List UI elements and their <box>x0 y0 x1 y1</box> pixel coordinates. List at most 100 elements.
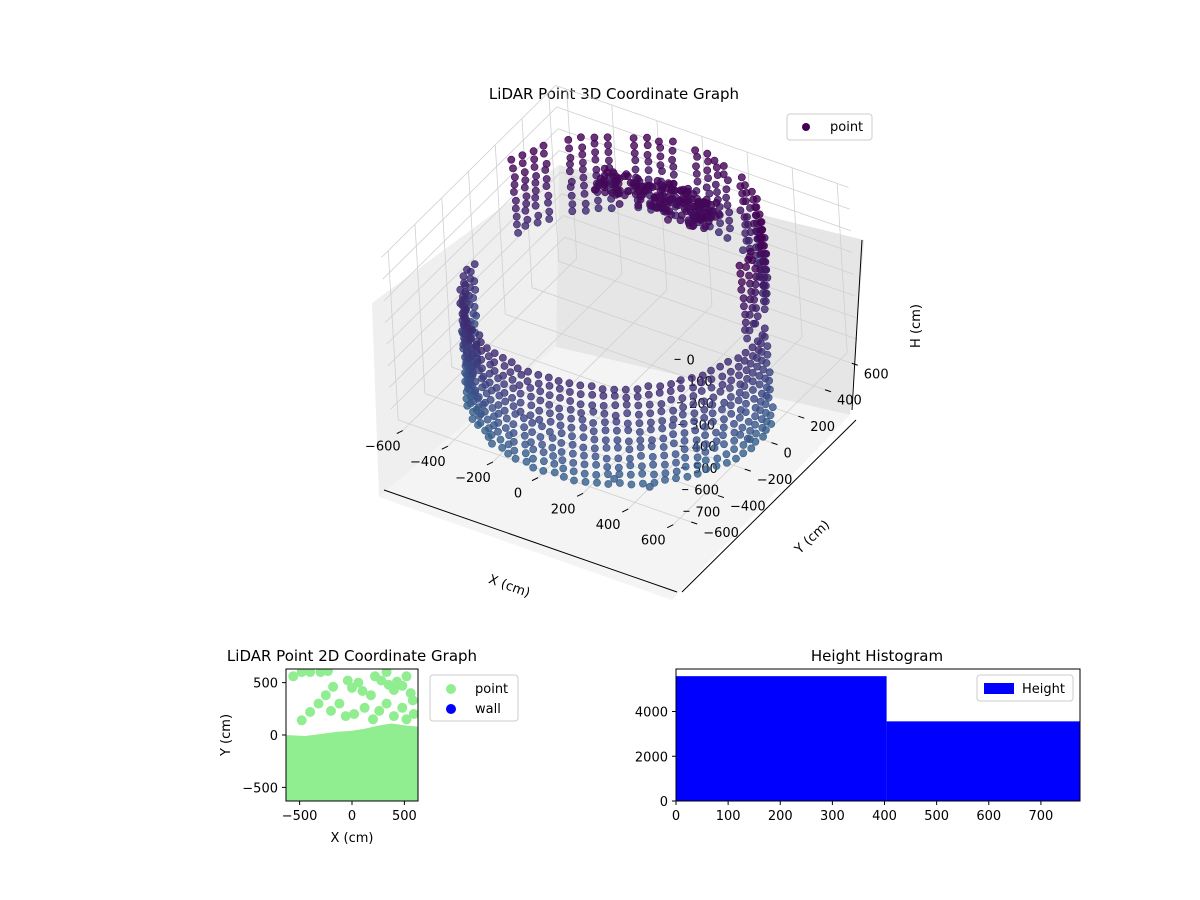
point-3d <box>602 454 611 463</box>
point-3d <box>456 299 465 308</box>
grid-line-z-left <box>385 150 560 323</box>
point-3d <box>532 172 540 180</box>
point-3d <box>510 446 519 455</box>
point-3d <box>665 207 674 216</box>
point-3d <box>692 444 701 453</box>
y-tick-3d <box>798 415 805 419</box>
point-3d <box>664 215 672 224</box>
point-3d <box>753 337 762 346</box>
ticks-2d: −500 0 500 −500 0 500 <box>242 677 417 824</box>
point-2d <box>328 681 339 692</box>
point-3d <box>727 393 735 401</box>
point-3d <box>477 355 486 364</box>
point-3d <box>693 152 701 161</box>
point-3d <box>604 148 613 156</box>
point-3d <box>667 186 676 195</box>
chart-height-histogram: Height Histogram 0 100 200 300 400 500 600 7000… <box>635 647 1081 824</box>
point-3d <box>750 394 758 403</box>
point-3d <box>678 394 687 403</box>
point-3d <box>747 444 756 453</box>
point-3d <box>482 344 491 352</box>
point-2d <box>305 669 316 678</box>
point-3d <box>468 415 477 423</box>
point-3d <box>689 190 698 198</box>
point-3d <box>513 220 521 229</box>
point-3d <box>485 378 494 387</box>
point-3d <box>496 435 505 444</box>
y-tick-3d <box>744 468 751 472</box>
point-3d <box>693 469 702 478</box>
point-3d <box>560 472 568 481</box>
point-3d <box>652 182 661 191</box>
point-3d <box>669 170 678 179</box>
point-3d <box>763 342 772 350</box>
point-3d <box>576 381 585 390</box>
point-3d <box>459 292 467 301</box>
point-3d <box>476 338 485 347</box>
x-tick-3d <box>667 524 674 529</box>
point-3d <box>739 294 748 303</box>
point-3d <box>511 204 520 213</box>
point-3d <box>747 287 756 296</box>
point-3d <box>511 173 519 182</box>
point-3d <box>726 401 735 410</box>
point-3d <box>590 435 599 444</box>
point-3d <box>661 460 669 469</box>
point-3d <box>689 400 698 408</box>
point-3d <box>735 371 743 380</box>
point-3d <box>755 210 764 219</box>
point-3d <box>469 369 477 378</box>
point-3d <box>712 428 720 437</box>
point-3d <box>520 168 529 177</box>
point-3d <box>545 400 554 409</box>
x-tick-label-3d: 0 <box>514 487 522 502</box>
point-3d <box>462 305 470 314</box>
point-3d <box>577 133 585 142</box>
point-2d <box>326 705 336 716</box>
point-3d <box>591 452 600 461</box>
point-3d <box>709 393 718 402</box>
point-3d <box>607 204 616 213</box>
point-3d <box>470 260 479 268</box>
point-3d <box>521 176 530 185</box>
point-3d <box>530 163 539 171</box>
point-3d <box>542 159 551 168</box>
point-3d <box>720 440 728 449</box>
point-2d <box>381 669 392 678</box>
point-3d <box>744 255 753 264</box>
point-3d <box>689 221 698 230</box>
x-tick-label-3d: −600 <box>365 440 401 455</box>
point-2d <box>349 709 360 719</box>
y-tick-3d <box>824 389 832 393</box>
point-3d <box>509 429 518 437</box>
point-3d <box>708 409 717 418</box>
point-2d <box>359 702 370 713</box>
point-3d <box>669 137 677 146</box>
point-3d <box>681 453 689 462</box>
y-tick-label-histogram: 4000 <box>635 706 668 721</box>
point-3d <box>490 367 499 375</box>
point-3d <box>753 312 762 321</box>
x-axis-label-2d: X (cm) <box>331 831 374 846</box>
point-3d <box>546 427 554 436</box>
point-3d <box>565 379 574 388</box>
point-3d <box>739 449 748 458</box>
point-3d <box>656 152 665 161</box>
point-3d <box>755 380 764 389</box>
point-3d <box>603 463 612 471</box>
point-3d <box>604 141 612 149</box>
grid-line-x-back <box>791 167 803 338</box>
point-3d <box>548 443 557 452</box>
point-3d <box>588 401 597 410</box>
point-3d <box>734 354 743 362</box>
point-3d <box>568 432 576 441</box>
point-3d <box>727 376 736 385</box>
point-3d <box>589 419 597 427</box>
point-3d <box>504 449 512 458</box>
point-3d <box>736 206 745 215</box>
point-3d <box>655 137 663 146</box>
point-2d <box>340 711 351 722</box>
point-3d <box>713 454 722 463</box>
point-3d <box>506 368 515 376</box>
point-3d <box>667 380 675 388</box>
